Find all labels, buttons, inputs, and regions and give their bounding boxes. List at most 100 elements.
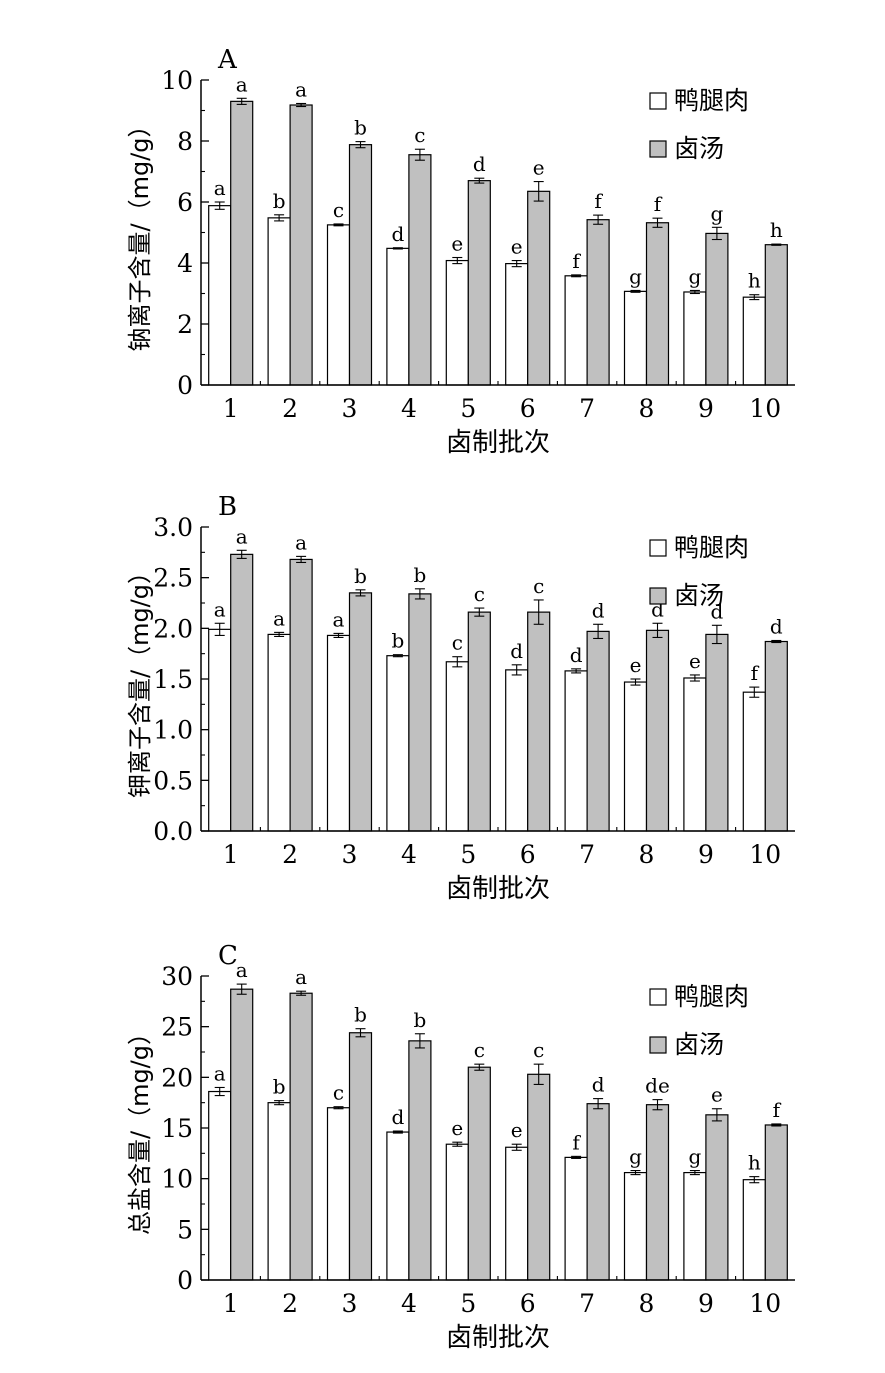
legend-label: 鸭腿肉 — [674, 982, 749, 1011]
bar-brine — [645, 222, 670, 386]
bar-duck-leg — [623, 681, 648, 832]
bar-brine — [527, 1073, 551, 1281]
y-tick-label: 15 — [161, 1114, 193, 1143]
bar-brine — [348, 1032, 373, 1281]
y-tick-label: 10 — [161, 66, 193, 95]
bar-duck-leg — [208, 1090, 232, 1281]
bar-duck-leg — [742, 691, 766, 832]
significance-letter: e — [533, 156, 545, 180]
chart-panel-b: B0.00.51.01.52.02.53.01aa2aa3ab4bb5cc6dc… — [126, 492, 795, 904]
x-tick-label: 8 — [639, 840, 655, 869]
bar-brine — [705, 1114, 729, 1281]
panel-label: C — [218, 941, 238, 971]
y-tick-label: 2.5 — [153, 564, 193, 593]
x-tick-label: 6 — [520, 1289, 536, 1318]
x-axis-label: 卤制批次 — [446, 874, 550, 904]
y-tick-label: 0 — [177, 1266, 193, 1295]
significance-letter: a — [273, 606, 285, 630]
bar-brine — [230, 988, 254, 1281]
significance-letter: h — [770, 218, 783, 242]
bar-brine — [467, 180, 491, 386]
bar-duck-leg — [564, 275, 588, 386]
bar-duck-leg — [445, 661, 469, 832]
bar-duck-leg — [683, 291, 707, 386]
bar-brine — [230, 553, 254, 832]
bar-brine — [408, 1040, 432, 1281]
bar-brine — [586, 1103, 610, 1281]
significance-letter: a — [236, 72, 248, 96]
bar-duck-leg — [326, 1107, 351, 1281]
x-tick-label: 5 — [460, 394, 476, 423]
significance-letter: c — [333, 198, 344, 222]
x-tick-label: 6 — [520, 840, 536, 869]
significance-letter: d — [710, 599, 723, 623]
significance-letter: e — [451, 1116, 463, 1140]
significance-letter: a — [236, 958, 248, 982]
y-tick-label: 5 — [177, 1215, 193, 1244]
significance-letter: e — [711, 1083, 723, 1107]
bar-duck-leg — [564, 1156, 588, 1281]
significance-letter: a — [333, 607, 345, 631]
bar-brine — [764, 244, 788, 386]
x-tick-label: 7 — [579, 1289, 595, 1318]
x-axis-label: 卤制批次 — [446, 1323, 550, 1353]
legend-swatch — [649, 539, 667, 557]
bar-brine — [705, 633, 729, 832]
legend-swatch — [649, 988, 667, 1006]
significance-letter: c — [452, 631, 463, 655]
bar-brine — [764, 1124, 788, 1281]
significance-letter: b — [354, 1003, 367, 1027]
significance-letter: g — [688, 264, 701, 288]
significance-letter: d — [391, 222, 404, 246]
bar-brine — [408, 154, 432, 386]
bar-duck-leg — [683, 1171, 707, 1281]
bar-duck-leg — [208, 205, 232, 386]
bar-brine — [289, 992, 313, 1281]
significance-letter: b — [354, 564, 367, 588]
x-tick-label: 3 — [342, 394, 358, 423]
legend-swatch — [649, 140, 667, 158]
legend-label: 鸭腿肉 — [674, 86, 749, 115]
x-tick-label: 9 — [698, 1289, 714, 1318]
bar-duck-leg — [505, 263, 529, 386]
significance-letter: f — [773, 1098, 782, 1122]
chart-panel-a: A 0 2 4 6 8 10 1 a a 2 b a 3 c b 4 d c 5 e d 6 e e 7 f f 8 g f 9 g g 10 h h 卤… — [126, 45, 795, 458]
bar-brine — [645, 1104, 670, 1281]
bar-duck-leg — [623, 1171, 648, 1281]
y-tick-label: 25 — [161, 1013, 193, 1042]
bar-duck-leg — [208, 628, 232, 832]
bar-brine — [348, 592, 373, 832]
legend-label: 卤汤 — [674, 581, 724, 610]
legend-label: 鸭腿肉 — [674, 533, 749, 562]
y-tick-label: 0 — [177, 371, 193, 400]
bar-duck-leg — [742, 1179, 766, 1281]
significance-letter: e — [451, 232, 463, 256]
legend-label: 卤汤 — [674, 134, 724, 163]
x-tick-label: 1 — [223, 1289, 239, 1318]
y-axis-label: 总盐含量/（mg/g） — [126, 1021, 154, 1235]
bar-duck-leg — [564, 670, 588, 832]
bar-brine — [527, 611, 551, 832]
significance-letter: e — [689, 649, 701, 673]
bar-duck-leg — [326, 634, 351, 832]
x-tick-label: 4 — [401, 1289, 417, 1318]
significance-letter: g — [629, 1145, 642, 1169]
bar-duck-leg — [742, 296, 766, 386]
y-tick-label: 2.0 — [153, 614, 193, 643]
significance-letter: a — [295, 77, 307, 101]
y-tick-label: 0.5 — [153, 766, 193, 795]
y-tick-label: 30 — [161, 962, 193, 991]
significance-letter: d — [473, 152, 486, 176]
y-tick-label: 2 — [177, 310, 193, 339]
bar-brine — [348, 144, 373, 386]
significance-letter: de — [645, 1074, 670, 1098]
x-tick-label: 10 — [749, 840, 781, 869]
bar-duck-leg — [445, 1143, 469, 1281]
significance-letter: c — [414, 123, 425, 147]
bar-brine — [764, 640, 788, 832]
bar-brine — [289, 558, 313, 832]
significance-letter: b — [273, 189, 286, 213]
significance-letter: h — [748, 1151, 761, 1175]
y-tick-label: 8 — [177, 127, 193, 156]
bar-brine — [467, 611, 491, 832]
